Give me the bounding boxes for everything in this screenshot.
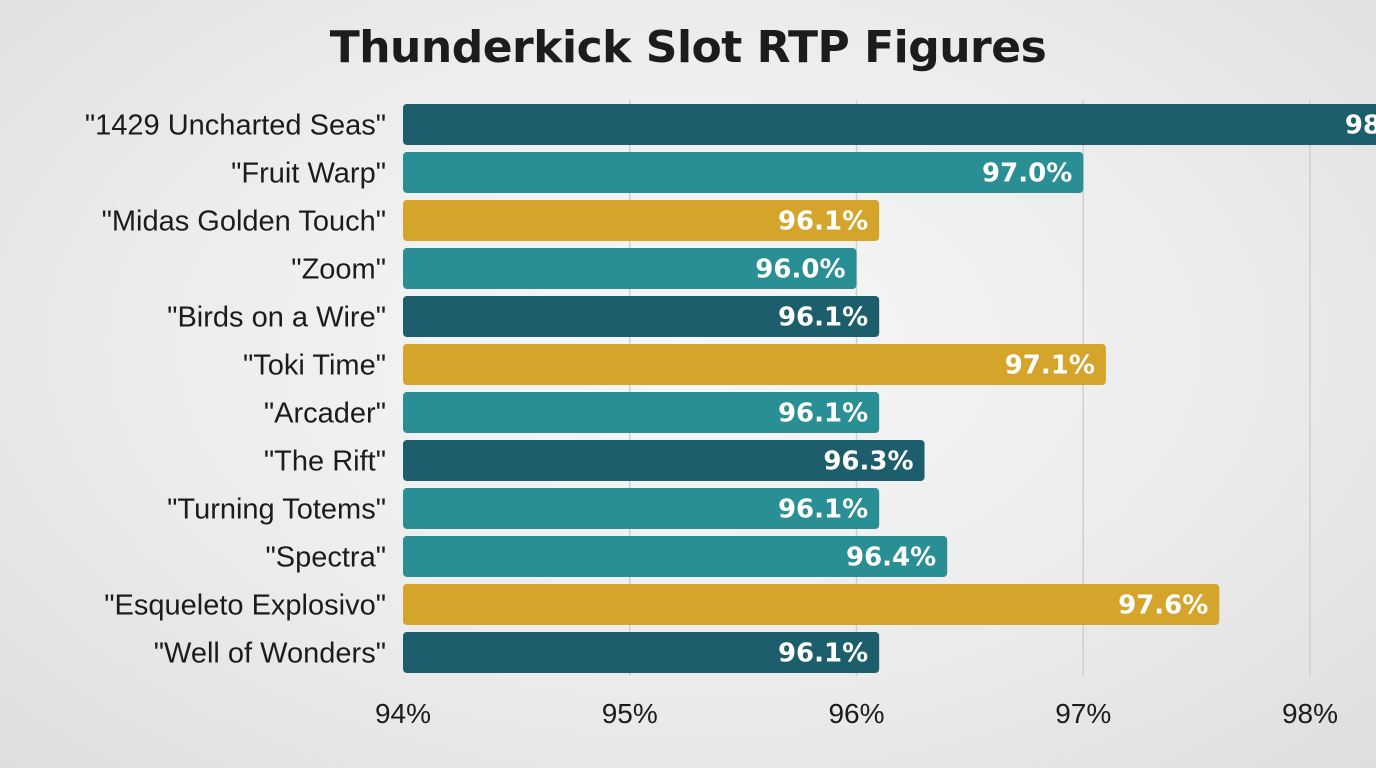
bar-value-label: 96.1% [778,495,868,525]
x-tick-label: 98% [1282,698,1338,729]
bar [403,536,948,577]
x-tick-label: 95% [602,698,658,729]
bar [403,248,857,289]
category-label: "The Rift" [264,446,386,478]
bar-value-label: 96.4% [846,543,936,573]
bar-layer [403,104,1376,673]
category-label: "Turning Totems" [167,494,386,526]
bar-value-label: 96.0% [755,255,845,285]
category-label: "Esqueleto Explosivo" [104,590,386,622]
bar-value-label: 96.1% [778,303,868,333]
bar-value-label: 97.6% [1118,591,1208,621]
bar [403,440,925,481]
bar [403,488,880,529]
category-label: "Fruit Warp" [231,158,386,190]
category-label: "Toki Time" [243,350,386,382]
category-label: "Spectra" [265,542,386,574]
bar-value-label: 96.3% [823,447,913,477]
category-label: "Arcader" [264,398,386,430]
bar [403,296,880,337]
bar [403,344,1106,385]
x-tick-label: 94% [375,698,431,729]
x-axis-ticks: 94% 95% 96% 97% 98% [375,698,1338,729]
bar-value-label: 96.1% [778,639,868,669]
bar-value-label: 98.6% [1345,111,1376,141]
bar [403,632,880,673]
bar-value-label: 96.1% [778,207,868,237]
bar-value-label: 96.1% [778,399,868,429]
category-label: "1429 Uncharted Seas" [85,110,386,142]
bar-value-label: 97.0% [982,159,1072,189]
bar [403,104,1376,145]
chart-title: Thunderkick Slot RTP Figures [329,22,1047,73]
category-label: "Birds on a Wire" [167,302,386,334]
category-label: "Zoom" [291,254,386,286]
bar [403,152,1084,193]
category-label: "Midas Golden Touch" [102,206,386,238]
bar-value-label: 97.1% [1005,351,1095,381]
x-tick-label: 96% [828,698,884,729]
label-layer: 98.6% "1429 Uncharted Seas" 97.0% "Fruit Wa… [85,110,1376,670]
grid-layer [629,100,1311,676]
bar [403,392,880,433]
category-label: "Well of Wonders" [154,638,386,670]
bar [403,584,1220,625]
x-tick-label: 97% [1055,698,1111,729]
bar [403,200,880,241]
